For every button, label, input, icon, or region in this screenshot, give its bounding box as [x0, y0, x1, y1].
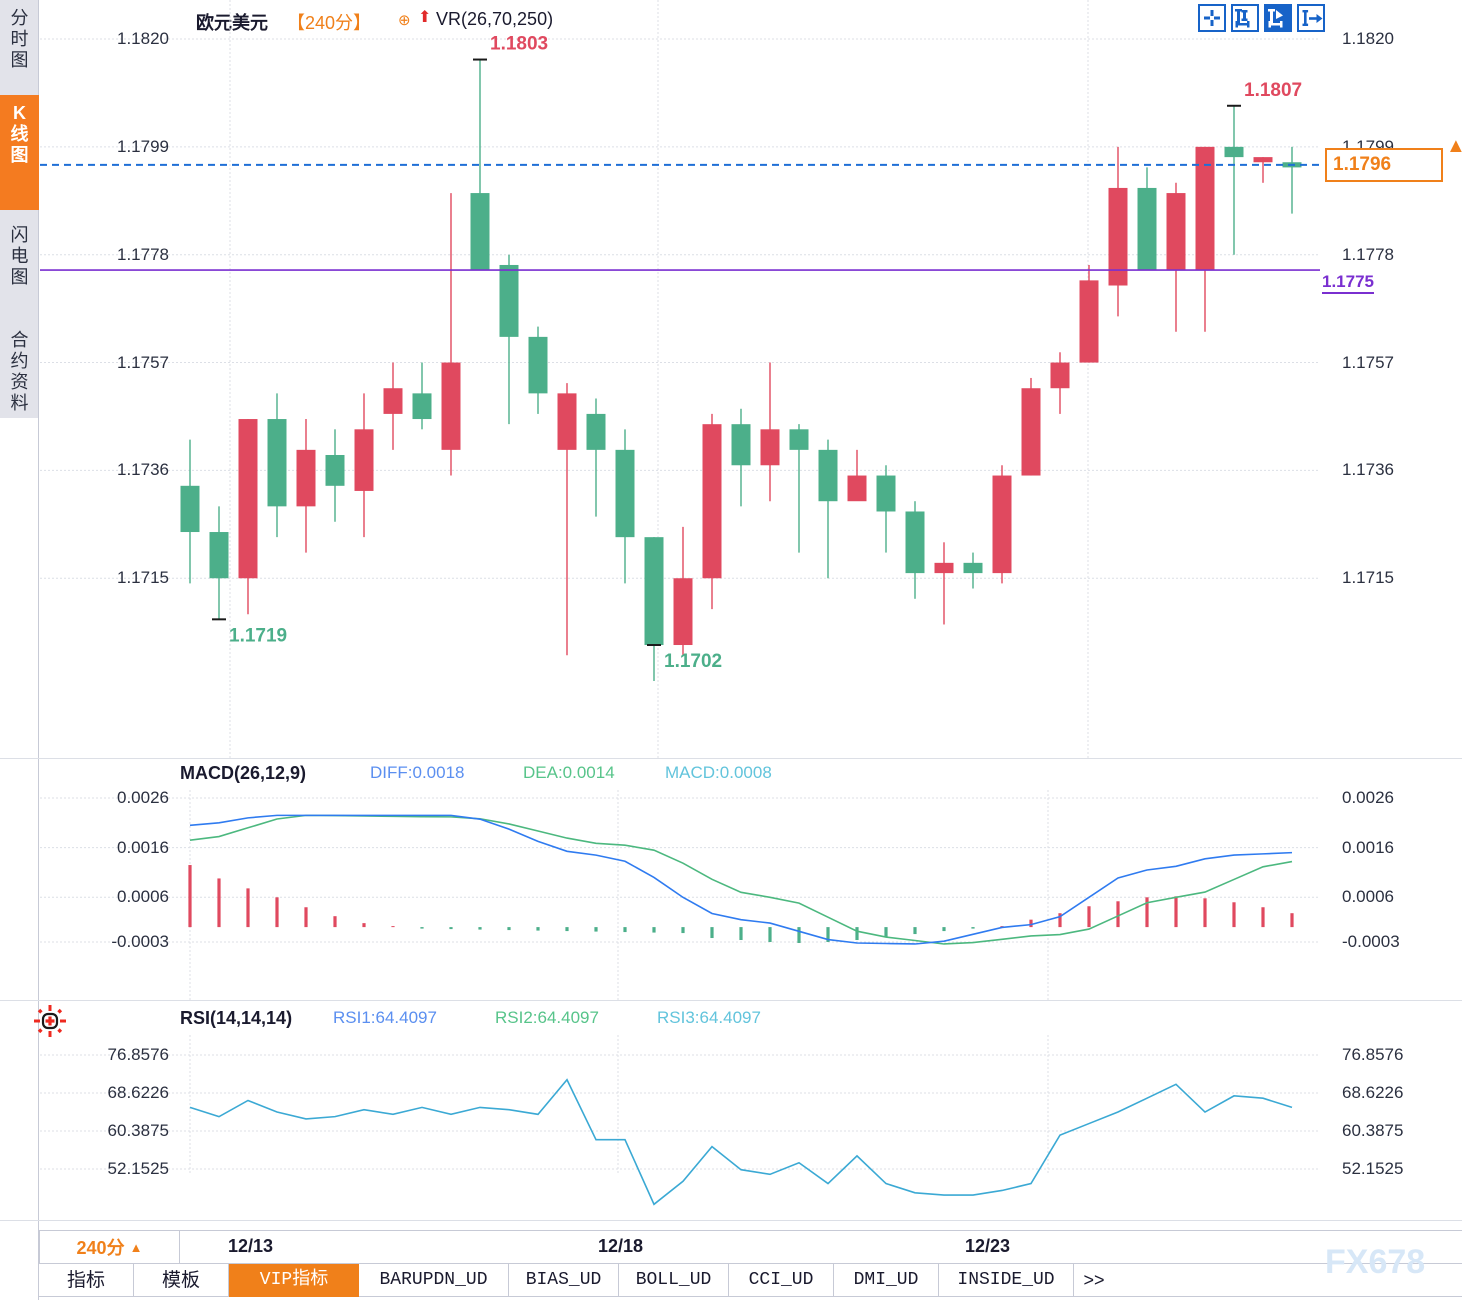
svg-text:1.1807: 1.1807 — [1244, 80, 1302, 101]
svg-text:1.1803: 1.1803 — [490, 34, 548, 55]
svg-text:1.1702: 1.1702 — [664, 651, 722, 672]
svg-text:1.1719: 1.1719 — [229, 625, 287, 646]
